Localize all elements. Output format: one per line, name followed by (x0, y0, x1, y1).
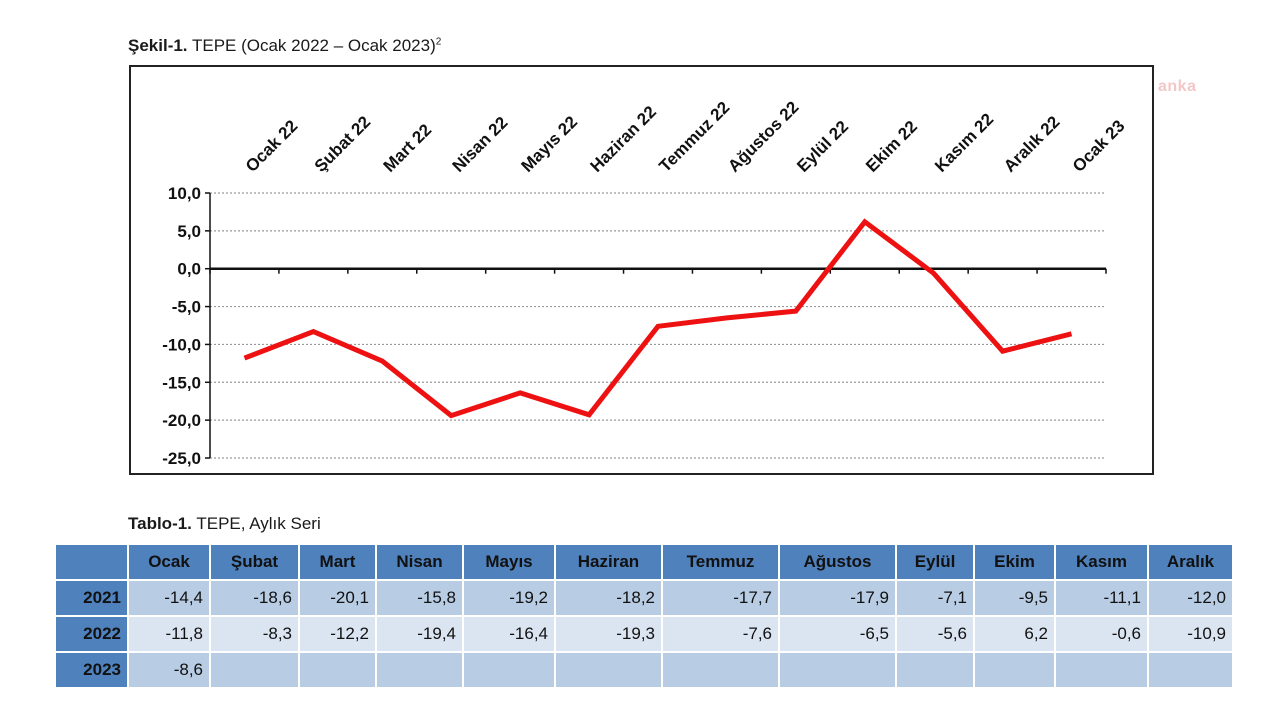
table-cell: -17,9 (780, 581, 895, 615)
table-row-year: 2021 (56, 581, 127, 615)
table-cell (663, 653, 778, 687)
table-cell: -9,5 (975, 581, 1054, 615)
x-category-label: Kasım 22 (931, 110, 997, 176)
table-cell: -12,2 (300, 617, 375, 651)
table-cell: -7,1 (897, 581, 973, 615)
table-header-month: Mart (300, 545, 375, 579)
table-header-month: Temmuz (663, 545, 778, 579)
table-cell (1149, 653, 1232, 687)
x-category-label: Ekim 22 (862, 117, 921, 176)
table-cell: -5,6 (897, 617, 973, 651)
table-header-month: Nisan (377, 545, 462, 579)
table-cell (556, 653, 661, 687)
y-tick-label: 10,0 (168, 184, 201, 203)
table-header-row: Ocak Şubat Mart Nisan Mayıs Haziran Temmuz Ağus… (56, 545, 1232, 579)
y-tick-label: -20,0 (162, 411, 201, 430)
line-chart: 10,0 5,0 0,0 -5,0 -10,0 -15,0 -20,0 -25,0 Ocak 2… (162, 98, 1129, 468)
table-cell (780, 653, 895, 687)
table-cell: -12,0 (1149, 581, 1232, 615)
table-header-month: Şubat (211, 545, 298, 579)
table-cell: -16,4 (464, 617, 554, 651)
table-cell: -0,6 (1056, 617, 1147, 651)
table-title: Tablo-1. TEPE, Aylık Seri (128, 514, 321, 534)
table-header-month: Ocak (129, 545, 209, 579)
y-tick-label: -15,0 (162, 373, 201, 392)
x-category-label: Ağustos 22 (724, 98, 802, 176)
table-header-month: Haziran (556, 545, 661, 579)
table-row: 2022 -11,8 -8,3 -12,2 -19,4 -16,4 -19,3 -7,6 -6,… (56, 617, 1232, 651)
y-tick-label: 5,0 (177, 222, 201, 241)
x-category-label: Mayıs 22 (518, 112, 582, 176)
table-row: 2021 -14,4 -18,6 -20,1 -15,8 -19,2 -18,2 -17,7-… (56, 581, 1232, 615)
x-category-label: Haziran 22 (586, 102, 660, 176)
table-cell (211, 653, 298, 687)
table-corner-cell (56, 545, 127, 579)
table-cell: -20,1 (300, 581, 375, 615)
table-cell: -18,6 (211, 581, 298, 615)
table-header-month: Mayıs (464, 545, 554, 579)
table-cell: -7,6 (663, 617, 778, 651)
table-cell (975, 653, 1054, 687)
x-category-label: Şubat 22 (311, 112, 375, 176)
x-category-label: Eylül 22 (793, 117, 852, 176)
table-header-month: Eylül (897, 545, 973, 579)
y-tick-label: 0,0 (177, 260, 201, 279)
y-tick-label: -10,0 (162, 335, 201, 354)
watermark: anka (1158, 78, 1197, 95)
table-row-year: 2023 (56, 653, 127, 687)
y-tick-label: -5,0 (172, 298, 201, 317)
table-cell (1056, 653, 1147, 687)
series-line (243, 218, 1073, 419)
monthly-series-table: Ocak Şubat Mart Nisan Mayıs Haziran Temmuz Ağus… (54, 543, 1234, 689)
y-tick-label: -25,0 (162, 449, 201, 468)
table-cell: -19,2 (464, 581, 554, 615)
table-cell: -19,3 (556, 617, 661, 651)
table-title-text: TEPE, Aylık Seri (196, 514, 321, 533)
table-row-year: 2022 (56, 617, 127, 651)
table-cell: -17,7 (663, 581, 778, 615)
table-header-month: Ekim (975, 545, 1054, 579)
table-header-month: Aralık (1149, 545, 1232, 579)
figure-label: Şekil-1. (128, 36, 188, 55)
table-cell: -6,5 (780, 617, 895, 651)
table-cell (897, 653, 973, 687)
table-label: Tablo-1. (128, 514, 192, 533)
table-cell: -18,2 (556, 581, 661, 615)
table-cell: -8,3 (211, 617, 298, 651)
figure-title: Şekil-1. TEPE (Ocak 2022 – Ocak 2023)2 (128, 36, 441, 56)
table-cell: -8,6 (129, 653, 209, 687)
figure-footnote: 2 (435, 36, 442, 48)
table-row: 2023 -8,6 (56, 653, 1232, 687)
table-cell: -19,4 (377, 617, 462, 651)
table-cell: -11,1 (1056, 581, 1147, 615)
x-category-label: Mart 22 (380, 120, 436, 176)
table-cell: -11,8 (129, 617, 209, 651)
table-cell (464, 653, 554, 687)
x-category-label: Nisan 22 (449, 113, 512, 176)
table-header-month: Kasım (1056, 545, 1147, 579)
table-cell (300, 653, 375, 687)
chart-frame: 10,0 5,0 0,0 -5,0 -10,0 -15,0 -20,0 -25,0 Ocak 2… (129, 65, 1154, 475)
table-cell: -10,9 (1149, 617, 1232, 651)
table-cell: -15,8 (377, 581, 462, 615)
x-category-label: Ocak 23 (1069, 116, 1129, 176)
table-cell (377, 653, 462, 687)
figure-title-text: TEPE (Ocak 2022 – Ocak 2023) (191, 36, 436, 55)
x-category-label: Temmuz 22 (655, 98, 733, 176)
table-cell: 6,2 (975, 617, 1054, 651)
table-header-month: Ağustos (780, 545, 895, 579)
x-category-label: Aralık 22 (1000, 112, 1064, 176)
x-category-label: Ocak 22 (242, 116, 302, 176)
table-cell: -14,4 (129, 581, 209, 615)
